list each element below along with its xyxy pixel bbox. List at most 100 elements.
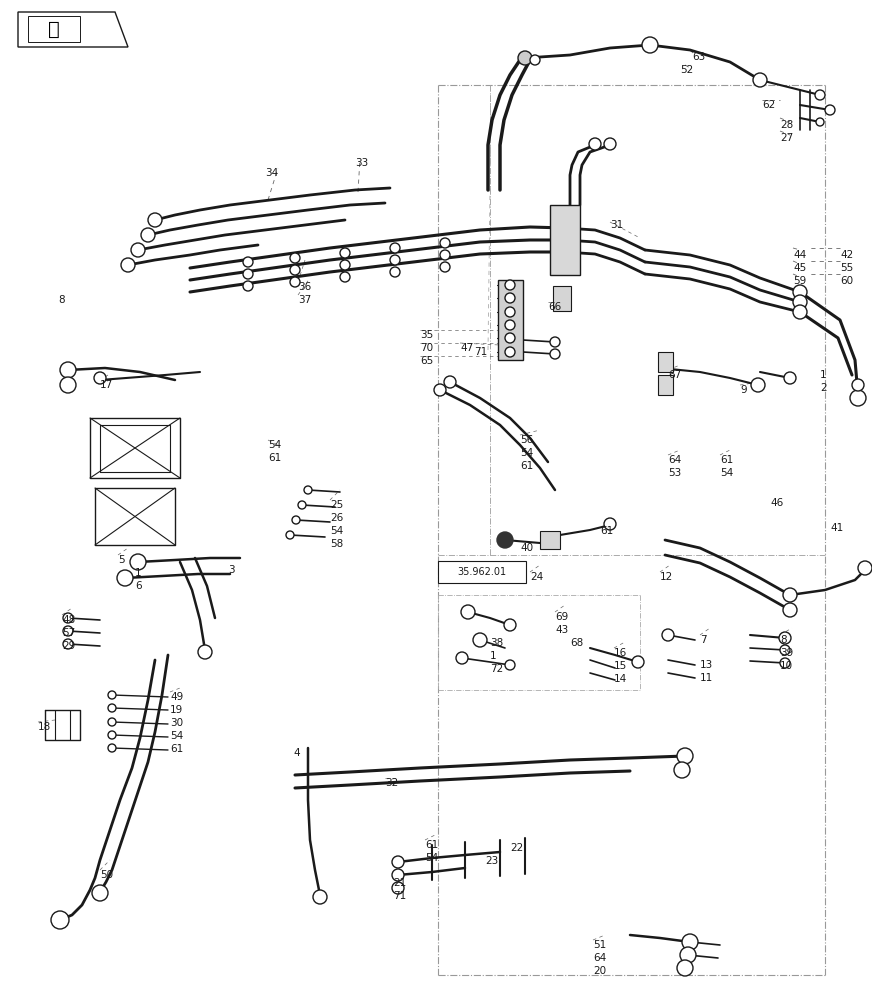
Text: 45: 45: [793, 263, 807, 273]
Text: 24: 24: [530, 572, 543, 582]
Text: ✋: ✋: [48, 19, 60, 38]
Circle shape: [751, 378, 765, 392]
Circle shape: [340, 260, 350, 270]
Text: 62: 62: [762, 100, 775, 110]
Text: 39: 39: [780, 648, 794, 658]
Text: 5: 5: [118, 555, 125, 565]
Text: 27: 27: [780, 133, 794, 143]
Text: 16: 16: [614, 648, 627, 658]
Bar: [553, 286, 571, 310]
Text: 38: 38: [490, 638, 503, 648]
Circle shape: [440, 250, 450, 260]
Circle shape: [632, 656, 644, 668]
Text: 8: 8: [780, 635, 787, 645]
Circle shape: [825, 105, 835, 115]
Circle shape: [304, 486, 312, 494]
Circle shape: [63, 626, 73, 636]
Text: 32: 32: [385, 778, 399, 788]
Bar: [498, 280, 522, 360]
Circle shape: [677, 748, 693, 764]
Text: 69: 69: [555, 612, 569, 622]
Circle shape: [816, 118, 824, 126]
Circle shape: [677, 960, 693, 976]
Text: 12: 12: [660, 572, 673, 582]
Circle shape: [505, 280, 515, 290]
Bar: [657, 352, 672, 372]
Circle shape: [440, 262, 450, 272]
Text: 58: 58: [330, 539, 344, 549]
Circle shape: [392, 856, 404, 868]
Circle shape: [390, 255, 400, 265]
Bar: [540, 531, 560, 549]
Text: 15: 15: [614, 661, 627, 671]
Circle shape: [505, 660, 515, 670]
Text: 63: 63: [692, 52, 705, 62]
Circle shape: [390, 267, 400, 277]
Circle shape: [662, 629, 674, 641]
Text: 13: 13: [700, 660, 713, 670]
Text: 44: 44: [793, 250, 807, 260]
Circle shape: [290, 253, 300, 263]
Circle shape: [505, 293, 515, 303]
Text: 41: 41: [830, 523, 843, 533]
Text: 36: 36: [298, 282, 311, 292]
Text: 54: 54: [425, 853, 439, 863]
Text: 28: 28: [780, 120, 794, 130]
Bar: [657, 375, 672, 395]
Text: 61: 61: [520, 461, 534, 471]
Text: 54: 54: [330, 526, 344, 536]
Circle shape: [753, 73, 767, 87]
Text: 72: 72: [490, 664, 503, 674]
Circle shape: [589, 138, 601, 150]
Text: 25: 25: [330, 500, 344, 510]
Text: 46: 46: [770, 498, 783, 508]
Circle shape: [141, 228, 155, 242]
Circle shape: [497, 532, 513, 548]
Circle shape: [108, 731, 116, 739]
Circle shape: [434, 384, 446, 396]
Circle shape: [108, 691, 116, 699]
Circle shape: [130, 554, 146, 570]
Circle shape: [550, 337, 560, 347]
Circle shape: [504, 619, 516, 631]
Circle shape: [505, 307, 515, 317]
Text: 54: 54: [520, 448, 534, 458]
Text: 70: 70: [420, 343, 433, 353]
Text: 67: 67: [668, 370, 681, 380]
Text: 1: 1: [820, 370, 827, 380]
Circle shape: [783, 588, 797, 602]
Circle shape: [682, 934, 698, 950]
Text: 9: 9: [740, 385, 746, 395]
Text: 50: 50: [100, 870, 113, 880]
Text: 33: 33: [355, 158, 368, 168]
Circle shape: [60, 377, 76, 393]
Circle shape: [793, 305, 807, 319]
Text: 1: 1: [490, 651, 497, 661]
Text: 56: 56: [520, 435, 534, 445]
Text: 18: 18: [38, 722, 51, 732]
Text: 71: 71: [474, 347, 487, 357]
Circle shape: [340, 248, 350, 258]
Circle shape: [390, 243, 400, 253]
Circle shape: [473, 633, 487, 647]
Circle shape: [94, 372, 106, 384]
Polygon shape: [28, 16, 80, 42]
Text: 61: 61: [268, 453, 282, 463]
Circle shape: [674, 762, 690, 778]
Circle shape: [780, 658, 790, 668]
Circle shape: [530, 55, 540, 65]
Circle shape: [461, 605, 475, 619]
Text: 23: 23: [485, 856, 498, 866]
Text: 48: 48: [62, 615, 75, 625]
Circle shape: [60, 362, 76, 378]
Text: 54: 54: [720, 468, 733, 478]
Circle shape: [340, 272, 350, 282]
Circle shape: [63, 639, 73, 649]
Circle shape: [243, 281, 253, 291]
Circle shape: [121, 258, 135, 272]
Circle shape: [92, 885, 108, 901]
Circle shape: [51, 911, 69, 929]
Circle shape: [290, 265, 300, 275]
Circle shape: [290, 277, 300, 287]
Text: 47: 47: [460, 343, 473, 353]
